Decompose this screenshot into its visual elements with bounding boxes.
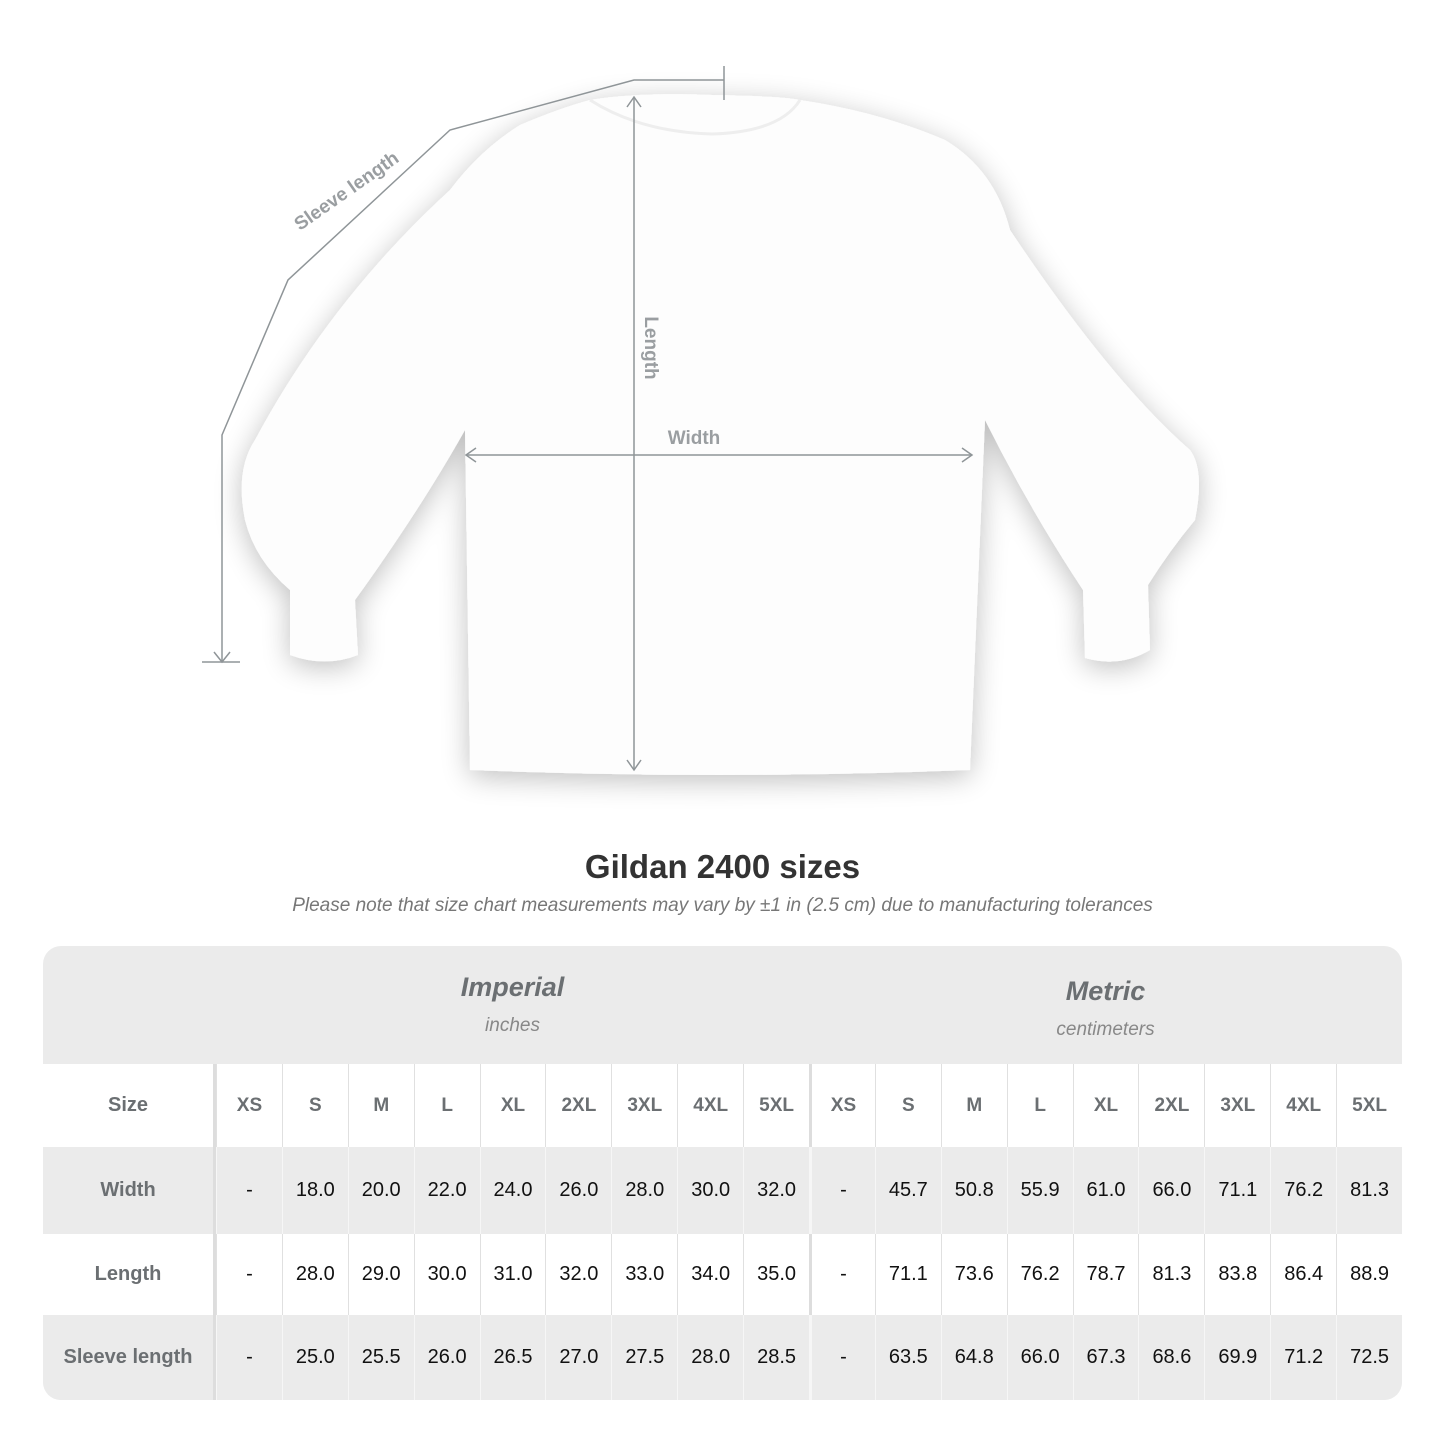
size-header-cell: 3XL [1204,1064,1270,1147]
value-cell: 73.6 [940,1234,1007,1315]
value-cell: 26.5 [479,1315,546,1400]
value-cell: 55.9 [1006,1147,1073,1234]
size-header-cell: 2XL [545,1064,611,1147]
value-cell: 30.0 [413,1234,480,1315]
value-cell: 22.0 [413,1147,480,1234]
value-cell: - [216,1234,282,1315]
value-cell: 29.0 [347,1234,414,1315]
size-header-cell: 4XL [677,1064,743,1147]
value-cell: 45.7 [874,1147,941,1234]
shirt-shape [241,94,1199,775]
value-cell: 69.9 [1204,1315,1270,1400]
size-header-cell: 5XL [743,1064,809,1147]
value-cell: 26.0 [545,1147,611,1234]
imperial-label: Imperial [460,972,565,1002]
size-header-cell: S [281,1064,348,1147]
value-cell: - [809,1315,875,1400]
size-header-cell: M [940,1064,1007,1147]
value-cell: 34.0 [677,1234,743,1315]
shirt-collar [589,98,802,136]
size-header-cell: 4XL [1270,1064,1336,1147]
table-row: Width -18.0 20.0 22.0 24.0 26.0 28.0 30.0 32.0-4… [43,1147,1402,1234]
length-label: Length [640,316,661,379]
size-header-cell: L [413,1064,480,1147]
size-header-cell: XL [479,1064,546,1147]
tolerance-note: Please note that size chart measurements… [292,895,1153,916]
value-cell: 78.7 [1072,1234,1139,1315]
value-cell: 66.0 [1138,1147,1204,1234]
size-header-cell: 2XL [1138,1064,1204,1147]
shirt-diagram: Sleeve length Length Width [202,66,1199,775]
value-cell: 72.5 [1336,1315,1402,1400]
value-cell: 33.0 [611,1234,677,1315]
table-row: Length -28.0 29.0 30.0 31.0 32.0 33.0 34.0 35.0-… [43,1234,1402,1315]
value-cell: 20.0 [347,1147,414,1234]
sleeve-length-label: Sleeve length [291,148,403,235]
value-cell: 30.0 [677,1147,743,1234]
value-cell: 81.3 [1138,1234,1204,1315]
value-cell: - [216,1147,282,1234]
width-arrow-icon [464,447,974,463]
value-cell: 83.8 [1204,1234,1270,1315]
chart-title: Gildan 2400 sizes [584,848,861,885]
value-cell: 61.0 [1072,1147,1139,1234]
value-cell: - [216,1315,282,1400]
imperial-header: Imperial inches [216,946,809,1064]
value-cell: 25.0 [281,1315,348,1400]
size-table: Imperial inches Metric centimeters Size X… [43,946,1402,1400]
size-header-cell: XS [216,1064,282,1147]
size-header-cell: L [1006,1064,1073,1147]
value-cell: 86.4 [1270,1234,1336,1315]
metric-header: Metric centimeters [809,946,1402,1064]
value-cell: 28.5 [743,1315,809,1400]
value-cell: 76.2 [1006,1234,1073,1315]
value-cell: 88.9 [1336,1234,1402,1315]
value-cell: 67.3 [1072,1315,1139,1400]
size-header-cell: 3XL [611,1064,677,1147]
value-cell: 71.2 [1270,1315,1336,1400]
value-cell: 27.0 [545,1315,611,1400]
value-cell: 26.0 [413,1315,480,1400]
width-label: Width [668,428,721,449]
value-cell: 35.0 [743,1234,809,1315]
metric-label: Metric [1065,976,1146,1006]
value-cell: 76.2 [1270,1147,1336,1234]
metric-unit: centimeters [1056,1019,1155,1040]
value-cell: 64.8 [940,1315,1007,1400]
sleeve-arrow-icon [213,651,231,664]
value-cell: 25.5 [347,1315,414,1400]
value-cell: 71.1 [874,1234,941,1315]
sleeve-measure-line [221,79,724,662]
value-cell: 81.3 [1336,1147,1402,1234]
value-cell: 66.0 [1006,1315,1073,1400]
row-label: Length [43,1234,216,1315]
length-arrow-icon [626,95,642,772]
value-cell: - [809,1147,875,1234]
size-header-cell: 5XL [1336,1064,1402,1147]
value-cell: 28.0 [677,1315,743,1400]
size-header-row: Size XS S M L XL 2XL 3XL 4XL 5XL XS S M L XL 2XL 3XL 4XL 5… [43,1064,1402,1147]
size-header-cell: XS [809,1064,875,1147]
value-cell: - [809,1234,875,1315]
row-label: Size [43,1064,216,1147]
table-row: Sleeve length -25.0 25.5 26.0 26.5 27.0 27.5 28… [43,1315,1402,1400]
value-cell: 63.5 [874,1315,941,1400]
row-label: Sleeve length [43,1315,216,1400]
size-header-cell: M [347,1064,414,1147]
value-cell: 28.0 [281,1234,348,1315]
value-cell: 32.0 [545,1234,611,1315]
size-header-cell: S [874,1064,941,1147]
row-label: Width [43,1147,216,1234]
value-cell: 71.1 [1204,1147,1270,1234]
value-cell: 31.0 [479,1234,546,1315]
value-cell: 18.0 [281,1147,348,1234]
value-cell: 50.8 [940,1147,1007,1234]
value-cell: 28.0 [611,1147,677,1234]
value-cell: 24.0 [479,1147,546,1234]
value-cell: 27.5 [611,1315,677,1400]
size-header-cell: XL [1072,1064,1139,1147]
value-cell: 68.6 [1138,1315,1204,1400]
imperial-unit: inches [485,1015,540,1036]
value-cell: 32.0 [743,1147,809,1234]
